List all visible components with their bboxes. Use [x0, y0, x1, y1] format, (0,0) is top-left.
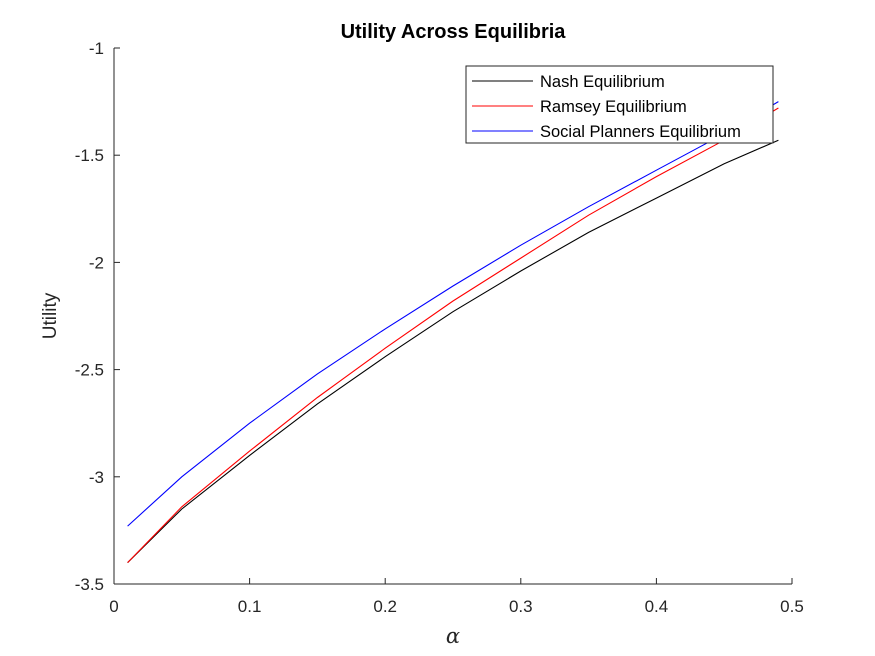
- y-tick-label: -1.5: [75, 146, 104, 165]
- y-tick-label: -3.5: [75, 575, 104, 594]
- legend-label-1: Nash Equilibrium: [540, 73, 665, 91]
- ticks-layer: 0 0.1 0.2 0.3 0.4 0.5 -1 -1.5 -2 -2.5 -3 -3.5: [75, 39, 804, 616]
- series-line-3: [127, 101, 779, 527]
- series-layer: [127, 101, 779, 563]
- chart-title: Utility Across Equilibria: [341, 21, 567, 43]
- y-tick-label: -2: [89, 253, 104, 272]
- x-tick-label: 0.4: [645, 597, 669, 616]
- series-line-2: [127, 107, 779, 563]
- legend-label-3: Social Planners Equilibrium: [540, 123, 741, 141]
- y-tick-label: -2.5: [75, 361, 104, 380]
- x-axis-label: α: [446, 624, 460, 648]
- x-tick-label: 0: [109, 597, 118, 616]
- legend: Nash Equilibrium Ramsey Equilibrium Social…: [465, 65, 774, 144]
- y-tick-label: -3: [89, 468, 104, 487]
- legend-box: [465, 65, 774, 144]
- x-tick-label: 0.1: [238, 597, 262, 616]
- y-tick-label: -1: [89, 39, 104, 58]
- x-tick-label: 0.5: [780, 597, 804, 616]
- x-tick-label: 0.2: [373, 597, 397, 616]
- legend-label-2: Ramsey Equilibrium: [540, 98, 687, 116]
- y-axis-label: Utility: [40, 292, 61, 339]
- series-line-1: [127, 139, 779, 563]
- x-tick-label: 0.3: [509, 597, 533, 616]
